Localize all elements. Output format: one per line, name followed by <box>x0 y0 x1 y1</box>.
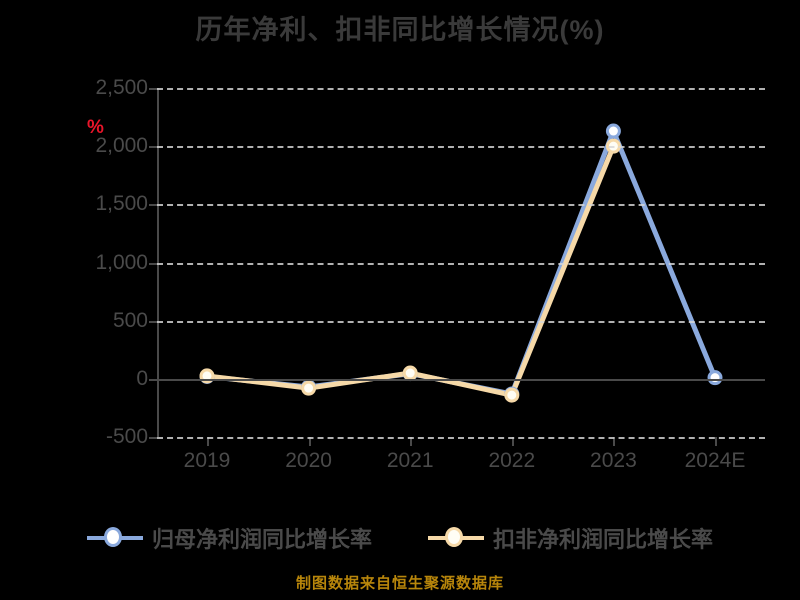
y-tick-500 <box>149 320 157 323</box>
y-axis-labels: 2,500 2,000 1,500 1,000 500 0 -500 <box>0 0 148 600</box>
x-tick-2022 <box>511 437 514 446</box>
chart-legend: 归母净利润同比增长率 扣非净利润同比增长率 <box>0 515 800 561</box>
data-point[interactable] <box>605 123 621 139</box>
y-axis-label: 0 <box>136 366 148 390</box>
chart-footer: 制图数据来自恒生聚源数据库 <box>295 575 504 592</box>
y-tick-1000 <box>149 262 157 265</box>
y-tick-1500 <box>149 204 157 207</box>
x-tick-2021 <box>410 437 413 446</box>
legend-marker-icon <box>86 525 143 551</box>
x-axis-label: 2019 <box>183 449 231 472</box>
y-axis-label: 1,500 <box>95 192 148 216</box>
legend-label: 归母净利润同比增长率 <box>151 527 372 552</box>
series-line <box>204 143 616 398</box>
data-point[interactable] <box>707 370 723 386</box>
y-axis-label: -500 <box>105 425 148 448</box>
gridline-2500 <box>157 88 765 90</box>
x-axis-labels: 2019 2020 2021 2022 2023 2024E <box>157 0 765 600</box>
y-axis-label: 2,000 <box>95 134 148 158</box>
legend-item[interactable]: 扣非净利润同比增长率 <box>428 522 713 554</box>
data-point[interactable] <box>301 380 317 396</box>
data-point[interactable] <box>402 365 418 381</box>
legend-item[interactable]: 归母净利润同比增长率 <box>86 522 372 554</box>
y-axis-label: 500 <box>112 308 148 332</box>
x-axis-label: 2020 <box>285 449 332 472</box>
series-layer <box>199 123 723 403</box>
gridline-1500 <box>157 204 765 207</box>
data-point[interactable] <box>504 387 520 403</box>
y-tick-2000 <box>149 146 157 149</box>
gridline-500 <box>157 320 765 323</box>
gridline--500 <box>157 437 765 439</box>
x-tick-2019 <box>207 437 209 446</box>
x-axis-label: 2024E <box>684 449 746 472</box>
y-tick--500 <box>149 437 157 439</box>
x-tick-2024E <box>715 437 717 446</box>
x-tick-2020 <box>308 437 311 446</box>
x-axis-label: 2021 <box>386 449 434 472</box>
y-axis-unit-label: % <box>87 117 104 138</box>
gridline-2000 <box>157 146 765 149</box>
legend-marker-icon <box>428 525 484 551</box>
legend-label: 扣非净利润同比增长率 <box>493 527 714 552</box>
y-tick-2500 <box>149 88 157 90</box>
x-tick-2023 <box>613 437 616 446</box>
x-axis-label: 2023 <box>590 449 637 472</box>
gridline-0 <box>157 378 765 381</box>
x-axis-label: 2022 <box>488 449 536 472</box>
y-axis-label: 1,000 <box>95 250 148 274</box>
y-axis-label: 2,500 <box>95 76 148 99</box>
gridline-1000 <box>157 262 765 265</box>
plot-area <box>149 88 765 439</box>
y-tick-0 <box>149 378 157 381</box>
chart-title: 历年净利、扣非同比增长情况(%) <box>195 15 605 45</box>
